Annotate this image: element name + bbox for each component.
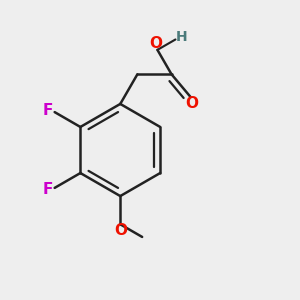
Text: H: H bbox=[176, 29, 187, 44]
Text: F: F bbox=[43, 103, 53, 118]
Text: F: F bbox=[43, 182, 53, 197]
Text: O: O bbox=[114, 223, 127, 238]
Text: O: O bbox=[149, 36, 162, 51]
Text: O: O bbox=[186, 96, 199, 111]
